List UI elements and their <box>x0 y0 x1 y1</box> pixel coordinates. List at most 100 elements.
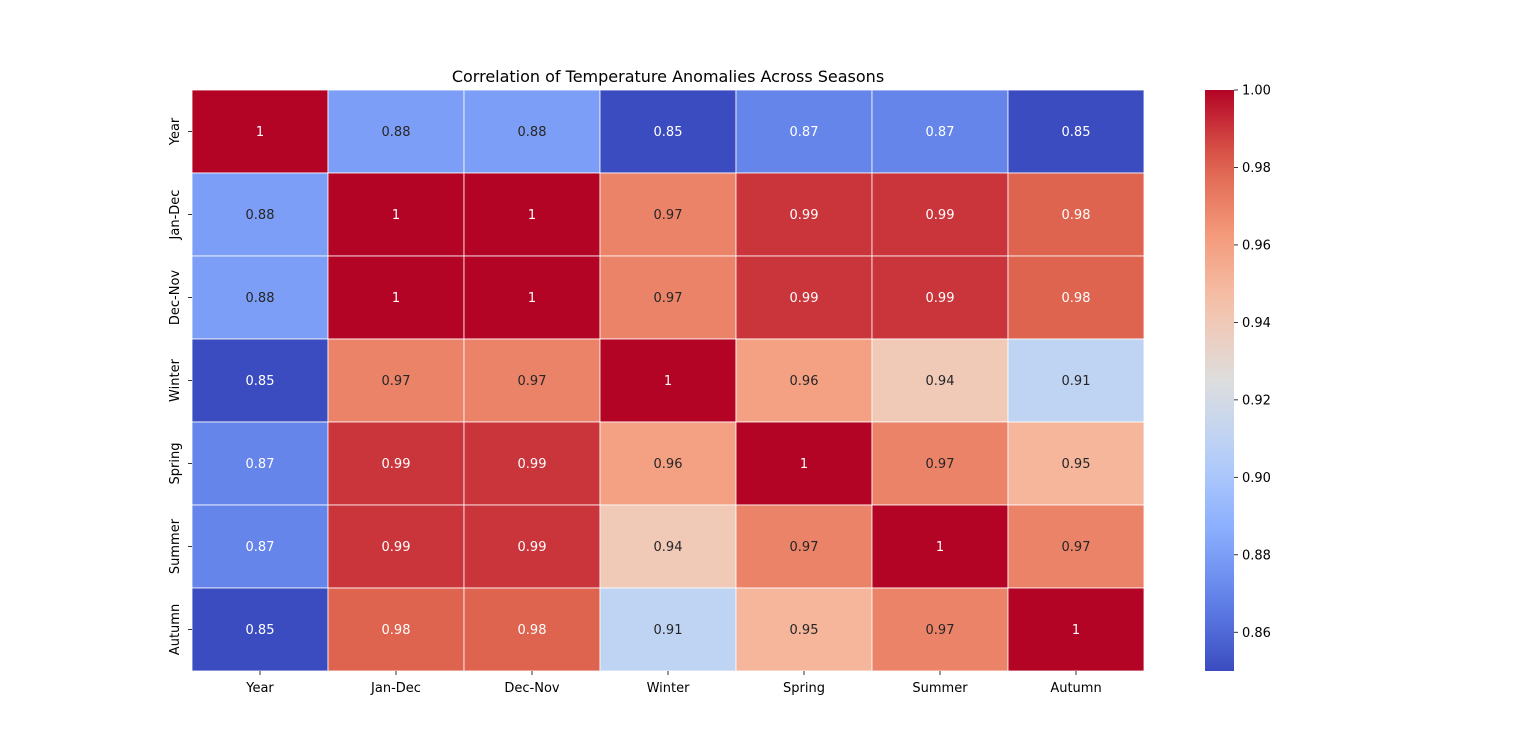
heatmap-cell <box>327 255 465 340</box>
cell-value-label: 0.96 <box>790 374 819 389</box>
heatmap-cell <box>191 421 329 506</box>
heatmap-cell <box>599 504 737 589</box>
y-tick-label: Dec-Nov <box>168 270 183 326</box>
heatmap-cell <box>1007 421 1145 506</box>
cell-value-label: 0.99 <box>382 540 411 555</box>
heatmap-cell <box>463 255 601 340</box>
x-tick-label: Autumn <box>1050 681 1101 696</box>
cell-value-label: 0.99 <box>790 291 819 306</box>
cell-value-label: 1 <box>936 540 944 555</box>
cell-value-label: 0.97 <box>518 374 547 389</box>
heatmap-cell <box>463 89 601 174</box>
colorbar-tick-label: 0.90 <box>1242 471 1271 486</box>
cell-value-label: 0.87 <box>246 540 275 555</box>
cell-value-label: 0.98 <box>382 623 411 638</box>
cell-value-label: 1 <box>800 457 808 472</box>
heatmap-cell <box>327 89 465 174</box>
heatmap-cell <box>735 89 873 174</box>
heatmap-cell <box>735 172 873 257</box>
cell-value-label: 0.99 <box>518 457 547 472</box>
heatmap-cell <box>463 504 601 589</box>
heatmap-cell <box>871 89 1009 174</box>
y-tick-label: Autumn <box>168 604 183 655</box>
cell-value-label: 0.97 <box>926 457 955 472</box>
cell-value-label: 0.85 <box>1062 125 1091 140</box>
y-tick-label: Summer <box>168 518 183 574</box>
colorbar-tick-label: 1.00 <box>1242 84 1271 99</box>
y-tick-label: Winter <box>168 358 183 402</box>
colorbar-gradient <box>1205 90 1234 671</box>
cell-value-label: 0.95 <box>790 623 819 638</box>
heatmap-cell <box>463 587 601 672</box>
cell-value-label: 0.87 <box>926 125 955 140</box>
cell-value-label: 1 <box>1072 623 1080 638</box>
x-tick-label: Dec-Nov <box>504 681 560 696</box>
cell-value-label: 1 <box>664 374 672 389</box>
heatmap-cell <box>735 255 873 340</box>
cell-value-label: 0.88 <box>382 125 411 140</box>
colorbar-tick-label: 0.94 <box>1242 316 1271 331</box>
cell-value-label: 0.97 <box>790 540 819 555</box>
cell-value-label: 0.99 <box>790 208 819 223</box>
x-tick-label: Year <box>245 681 274 696</box>
heatmap-cells: 1 0.88 0.88 0.85 0.87 0.87 0.85 0.88 1 1 0.97 0.99 0… <box>191 89 1145 672</box>
heatmap-cell <box>327 504 465 589</box>
cell-value-label: 1 <box>528 291 536 306</box>
colorbar-tick-label: 0.96 <box>1242 238 1271 253</box>
cell-value-label: 0.99 <box>382 457 411 472</box>
cell-value-label: 1 <box>528 208 536 223</box>
cell-value-label: 0.99 <box>926 291 955 306</box>
heatmap-cell <box>599 338 737 423</box>
cell-value-label: 0.91 <box>654 623 683 638</box>
heatmap-cell <box>191 89 329 174</box>
colorbar: 0.86 0.88 0.90 0.92 0.94 0.96 0.98 1.00 <box>1205 84 1271 671</box>
cell-value-label: 0.85 <box>246 623 275 638</box>
cell-value-label: 1 <box>256 125 264 140</box>
cell-value-label: 1 <box>392 291 400 306</box>
heatmap-cell <box>191 172 329 257</box>
heatmap-cell <box>735 587 873 672</box>
x-tick-label: Winter <box>647 681 691 696</box>
chart-title: Correlation of Temperature Anomalies Acr… <box>452 67 884 86</box>
cell-value-label: 0.85 <box>246 374 275 389</box>
cell-value-label: 0.98 <box>1062 291 1091 306</box>
cell-value-label: 0.99 <box>926 208 955 223</box>
x-tick-label: Spring <box>783 681 825 696</box>
cell-value-label: 0.88 <box>246 208 275 223</box>
heatmap-cell <box>327 338 465 423</box>
heatmap-cell <box>599 89 737 174</box>
x-tick-label: Summer <box>912 681 968 696</box>
y-tick-label: Jan-Dec <box>168 190 183 241</box>
cell-value-label: 0.94 <box>926 374 955 389</box>
cell-value-label: 0.88 <box>246 291 275 306</box>
heatmap-cell <box>599 255 737 340</box>
heatmap-cell <box>191 338 329 423</box>
heatmap-cell <box>1007 172 1145 257</box>
cell-value-label: 0.94 <box>654 540 683 555</box>
cell-value-label: 0.87 <box>790 125 819 140</box>
heatmap-cell <box>1007 255 1145 340</box>
heatmap-cell <box>463 421 601 506</box>
cell-value-label: 0.97 <box>654 291 683 306</box>
cell-value-label: 0.97 <box>1062 540 1091 555</box>
heatmap-cell <box>191 255 329 340</box>
cell-value-label: 0.97 <box>926 623 955 638</box>
heatmap-cell <box>463 172 601 257</box>
cell-value-label: 0.98 <box>518 623 547 638</box>
heatmap-cell <box>871 587 1009 672</box>
cell-value-label: 1 <box>392 208 400 223</box>
y-tick-label: Spring <box>168 443 183 485</box>
heatmap-cell <box>1007 587 1145 672</box>
cell-value-label: 0.97 <box>654 208 683 223</box>
heatmap-cell <box>871 338 1009 423</box>
cell-value-label: 0.87 <box>246 457 275 472</box>
heatmap-cell <box>735 504 873 589</box>
cell-value-label: 0.88 <box>518 125 547 140</box>
colorbar-tick-label: 0.92 <box>1242 393 1271 408</box>
colorbar-tick-label: 0.88 <box>1242 548 1271 563</box>
heatmap-cell <box>599 587 737 672</box>
colorbar-tick-label: 0.86 <box>1242 626 1271 641</box>
heatmap-cell <box>871 255 1009 340</box>
cell-value-label: 0.96 <box>654 457 683 472</box>
